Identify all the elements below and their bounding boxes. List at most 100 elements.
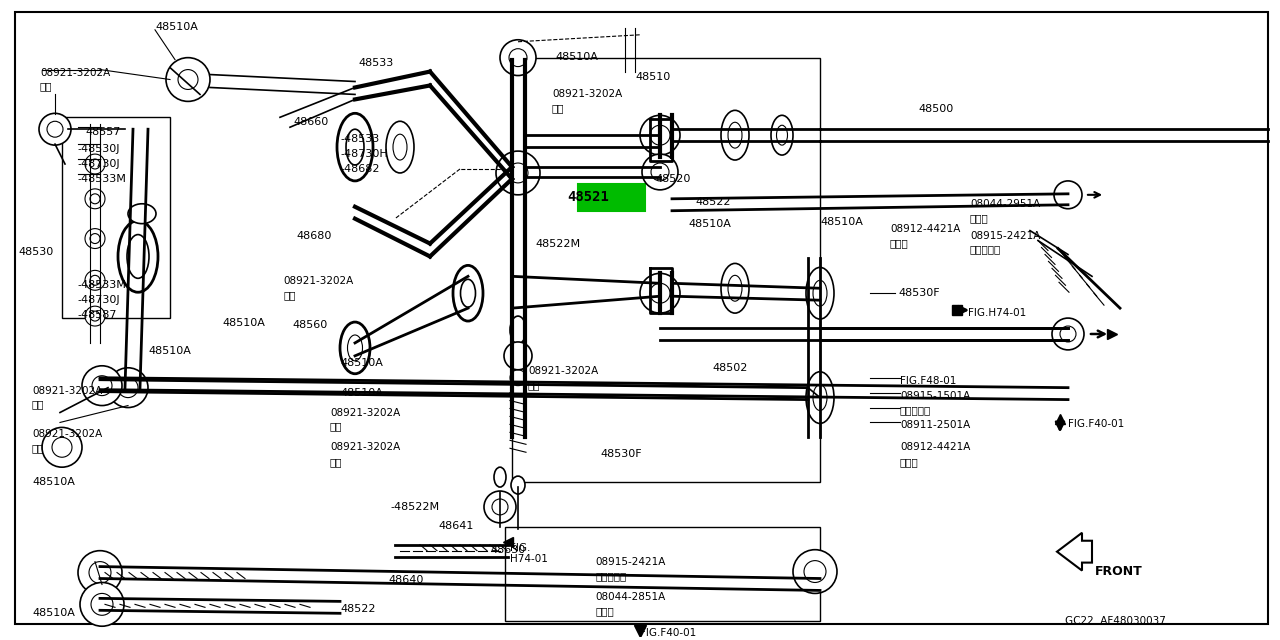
- Ellipse shape: [387, 121, 413, 173]
- Text: 48630: 48630: [490, 545, 525, 555]
- Circle shape: [84, 189, 105, 209]
- Text: 08912-4421A: 08912-4421A: [890, 223, 960, 234]
- Ellipse shape: [511, 476, 525, 494]
- Text: FIG.F40-01: FIG.F40-01: [1068, 419, 1124, 429]
- Text: 48510A: 48510A: [32, 477, 74, 487]
- Text: 48522M: 48522M: [535, 239, 580, 248]
- Text: 48641: 48641: [438, 521, 474, 531]
- Text: ピン: ピン: [330, 422, 343, 431]
- Text: ワッシャー: ワッシャー: [970, 244, 1001, 255]
- Bar: [579, 184, 645, 211]
- Text: ピン: ピン: [330, 457, 343, 467]
- Text: 48530F: 48530F: [899, 288, 940, 298]
- FancyArrow shape: [1057, 532, 1092, 570]
- Ellipse shape: [771, 115, 794, 155]
- Text: 48530: 48530: [18, 246, 54, 257]
- Circle shape: [640, 115, 680, 155]
- Ellipse shape: [721, 264, 749, 313]
- Circle shape: [640, 273, 680, 313]
- Text: GC22  AF48030037: GC22 AF48030037: [1065, 616, 1166, 627]
- Text: 08921-3202A: 08921-3202A: [32, 386, 102, 396]
- Text: 48660: 48660: [293, 117, 328, 127]
- Ellipse shape: [453, 266, 483, 321]
- Text: -48530J: -48530J: [77, 144, 119, 154]
- Circle shape: [84, 270, 105, 291]
- Text: 08915-2421A: 08915-2421A: [595, 557, 666, 566]
- Ellipse shape: [346, 129, 364, 165]
- Text: 48510A: 48510A: [689, 219, 731, 228]
- Text: 08921-3202A: 08921-3202A: [283, 276, 353, 286]
- Circle shape: [500, 40, 536, 76]
- Ellipse shape: [494, 467, 506, 487]
- Circle shape: [79, 582, 124, 626]
- Text: -48682: -48682: [340, 164, 379, 174]
- Text: 48510A: 48510A: [340, 388, 383, 397]
- Bar: [506, 527, 820, 621]
- Text: 48521: 48521: [567, 190, 609, 204]
- Text: ボルト: ボルト: [595, 606, 613, 616]
- Text: 08911-2501A: 08911-2501A: [900, 420, 970, 431]
- Text: 48510A: 48510A: [155, 22, 198, 32]
- Text: 08044-2851A: 08044-2851A: [595, 593, 666, 602]
- Circle shape: [504, 342, 532, 370]
- Bar: [61, 117, 170, 318]
- Text: ナット: ナット: [890, 239, 909, 248]
- Text: ピン: ピン: [283, 291, 296, 300]
- Text: 08915-2421A: 08915-2421A: [970, 230, 1041, 241]
- Text: FIG.F40-01: FIG.F40-01: [640, 628, 696, 638]
- Text: FIG.
H74-01: FIG. H74-01: [509, 543, 548, 564]
- Text: 08921-3202A: 08921-3202A: [40, 68, 110, 77]
- Text: -48533M: -48533M: [77, 280, 125, 291]
- Text: 08921-3202A: 08921-3202A: [552, 90, 622, 99]
- Circle shape: [84, 306, 105, 326]
- Circle shape: [38, 113, 70, 145]
- Text: 48500: 48500: [918, 104, 954, 115]
- Text: 08921-3202A: 08921-3202A: [330, 408, 401, 417]
- Text: -48730J: -48730J: [77, 159, 119, 169]
- Text: 08912-4421A: 08912-4421A: [900, 442, 970, 452]
- Text: ピン: ピン: [40, 81, 52, 92]
- Bar: [512, 58, 820, 482]
- Text: -48522M: -48522M: [390, 502, 439, 512]
- Circle shape: [1052, 318, 1084, 350]
- Ellipse shape: [509, 316, 526, 344]
- Text: -48730J: -48730J: [77, 295, 119, 305]
- Ellipse shape: [340, 322, 370, 374]
- Text: -48730H: -48730H: [340, 149, 388, 159]
- Ellipse shape: [128, 204, 156, 223]
- Text: FRONT: FRONT: [1094, 564, 1143, 577]
- Text: 48510A: 48510A: [340, 358, 383, 368]
- Ellipse shape: [127, 235, 148, 278]
- Text: ワッシャー: ワッシャー: [595, 572, 626, 582]
- Text: ピン: ピン: [32, 444, 45, 453]
- Text: 08921-3202A: 08921-3202A: [529, 366, 598, 376]
- Text: 48502: 48502: [712, 363, 748, 373]
- Text: ピン: ピン: [32, 399, 45, 410]
- Text: 48520: 48520: [655, 174, 690, 184]
- Circle shape: [84, 154, 105, 174]
- Circle shape: [42, 428, 82, 467]
- Text: 08921-3202A: 08921-3202A: [32, 429, 102, 440]
- Ellipse shape: [806, 268, 835, 319]
- Circle shape: [82, 366, 122, 406]
- Circle shape: [794, 550, 837, 593]
- Text: ピン: ピン: [529, 380, 540, 390]
- Text: FIG.H74-01: FIG.H74-01: [968, 308, 1027, 318]
- Text: 48510A: 48510A: [556, 52, 598, 61]
- Text: 48510A: 48510A: [221, 318, 265, 328]
- Text: 08921-3202A: 08921-3202A: [330, 442, 401, 452]
- Text: ピン: ピン: [552, 104, 564, 113]
- Text: 48510A: 48510A: [32, 609, 74, 618]
- Text: 48530F: 48530F: [600, 449, 641, 460]
- Circle shape: [78, 550, 122, 595]
- Text: ナット: ナット: [900, 457, 919, 467]
- Text: 48522: 48522: [695, 197, 731, 207]
- Text: 48560: 48560: [292, 320, 328, 330]
- Text: -48587: -48587: [77, 310, 116, 320]
- Ellipse shape: [721, 110, 749, 160]
- Text: 48640: 48640: [388, 575, 424, 584]
- Text: 48510A: 48510A: [820, 217, 863, 227]
- Text: 48533: 48533: [358, 58, 393, 68]
- Circle shape: [1053, 181, 1082, 209]
- Text: 48510A: 48510A: [148, 346, 191, 356]
